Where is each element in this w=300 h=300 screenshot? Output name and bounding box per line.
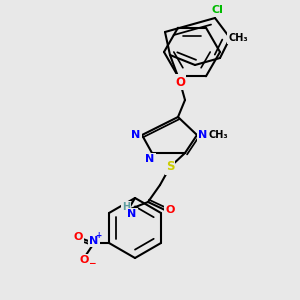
Text: N: N: [89, 236, 99, 246]
Text: N: N: [198, 130, 208, 140]
Text: N: N: [146, 154, 154, 164]
Text: CH₃: CH₃: [228, 33, 248, 43]
Text: O: O: [73, 232, 83, 242]
Text: S: S: [166, 160, 174, 173]
Text: O: O: [79, 255, 89, 265]
Text: N: N: [128, 209, 136, 219]
Text: Cl: Cl: [211, 5, 223, 15]
Text: O: O: [175, 76, 185, 88]
Text: −: −: [88, 259, 96, 268]
Text: +: +: [95, 230, 101, 239]
Text: CH₃: CH₃: [208, 130, 228, 140]
Text: O: O: [165, 205, 175, 215]
Text: N: N: [131, 130, 141, 140]
Text: H: H: [122, 202, 130, 212]
